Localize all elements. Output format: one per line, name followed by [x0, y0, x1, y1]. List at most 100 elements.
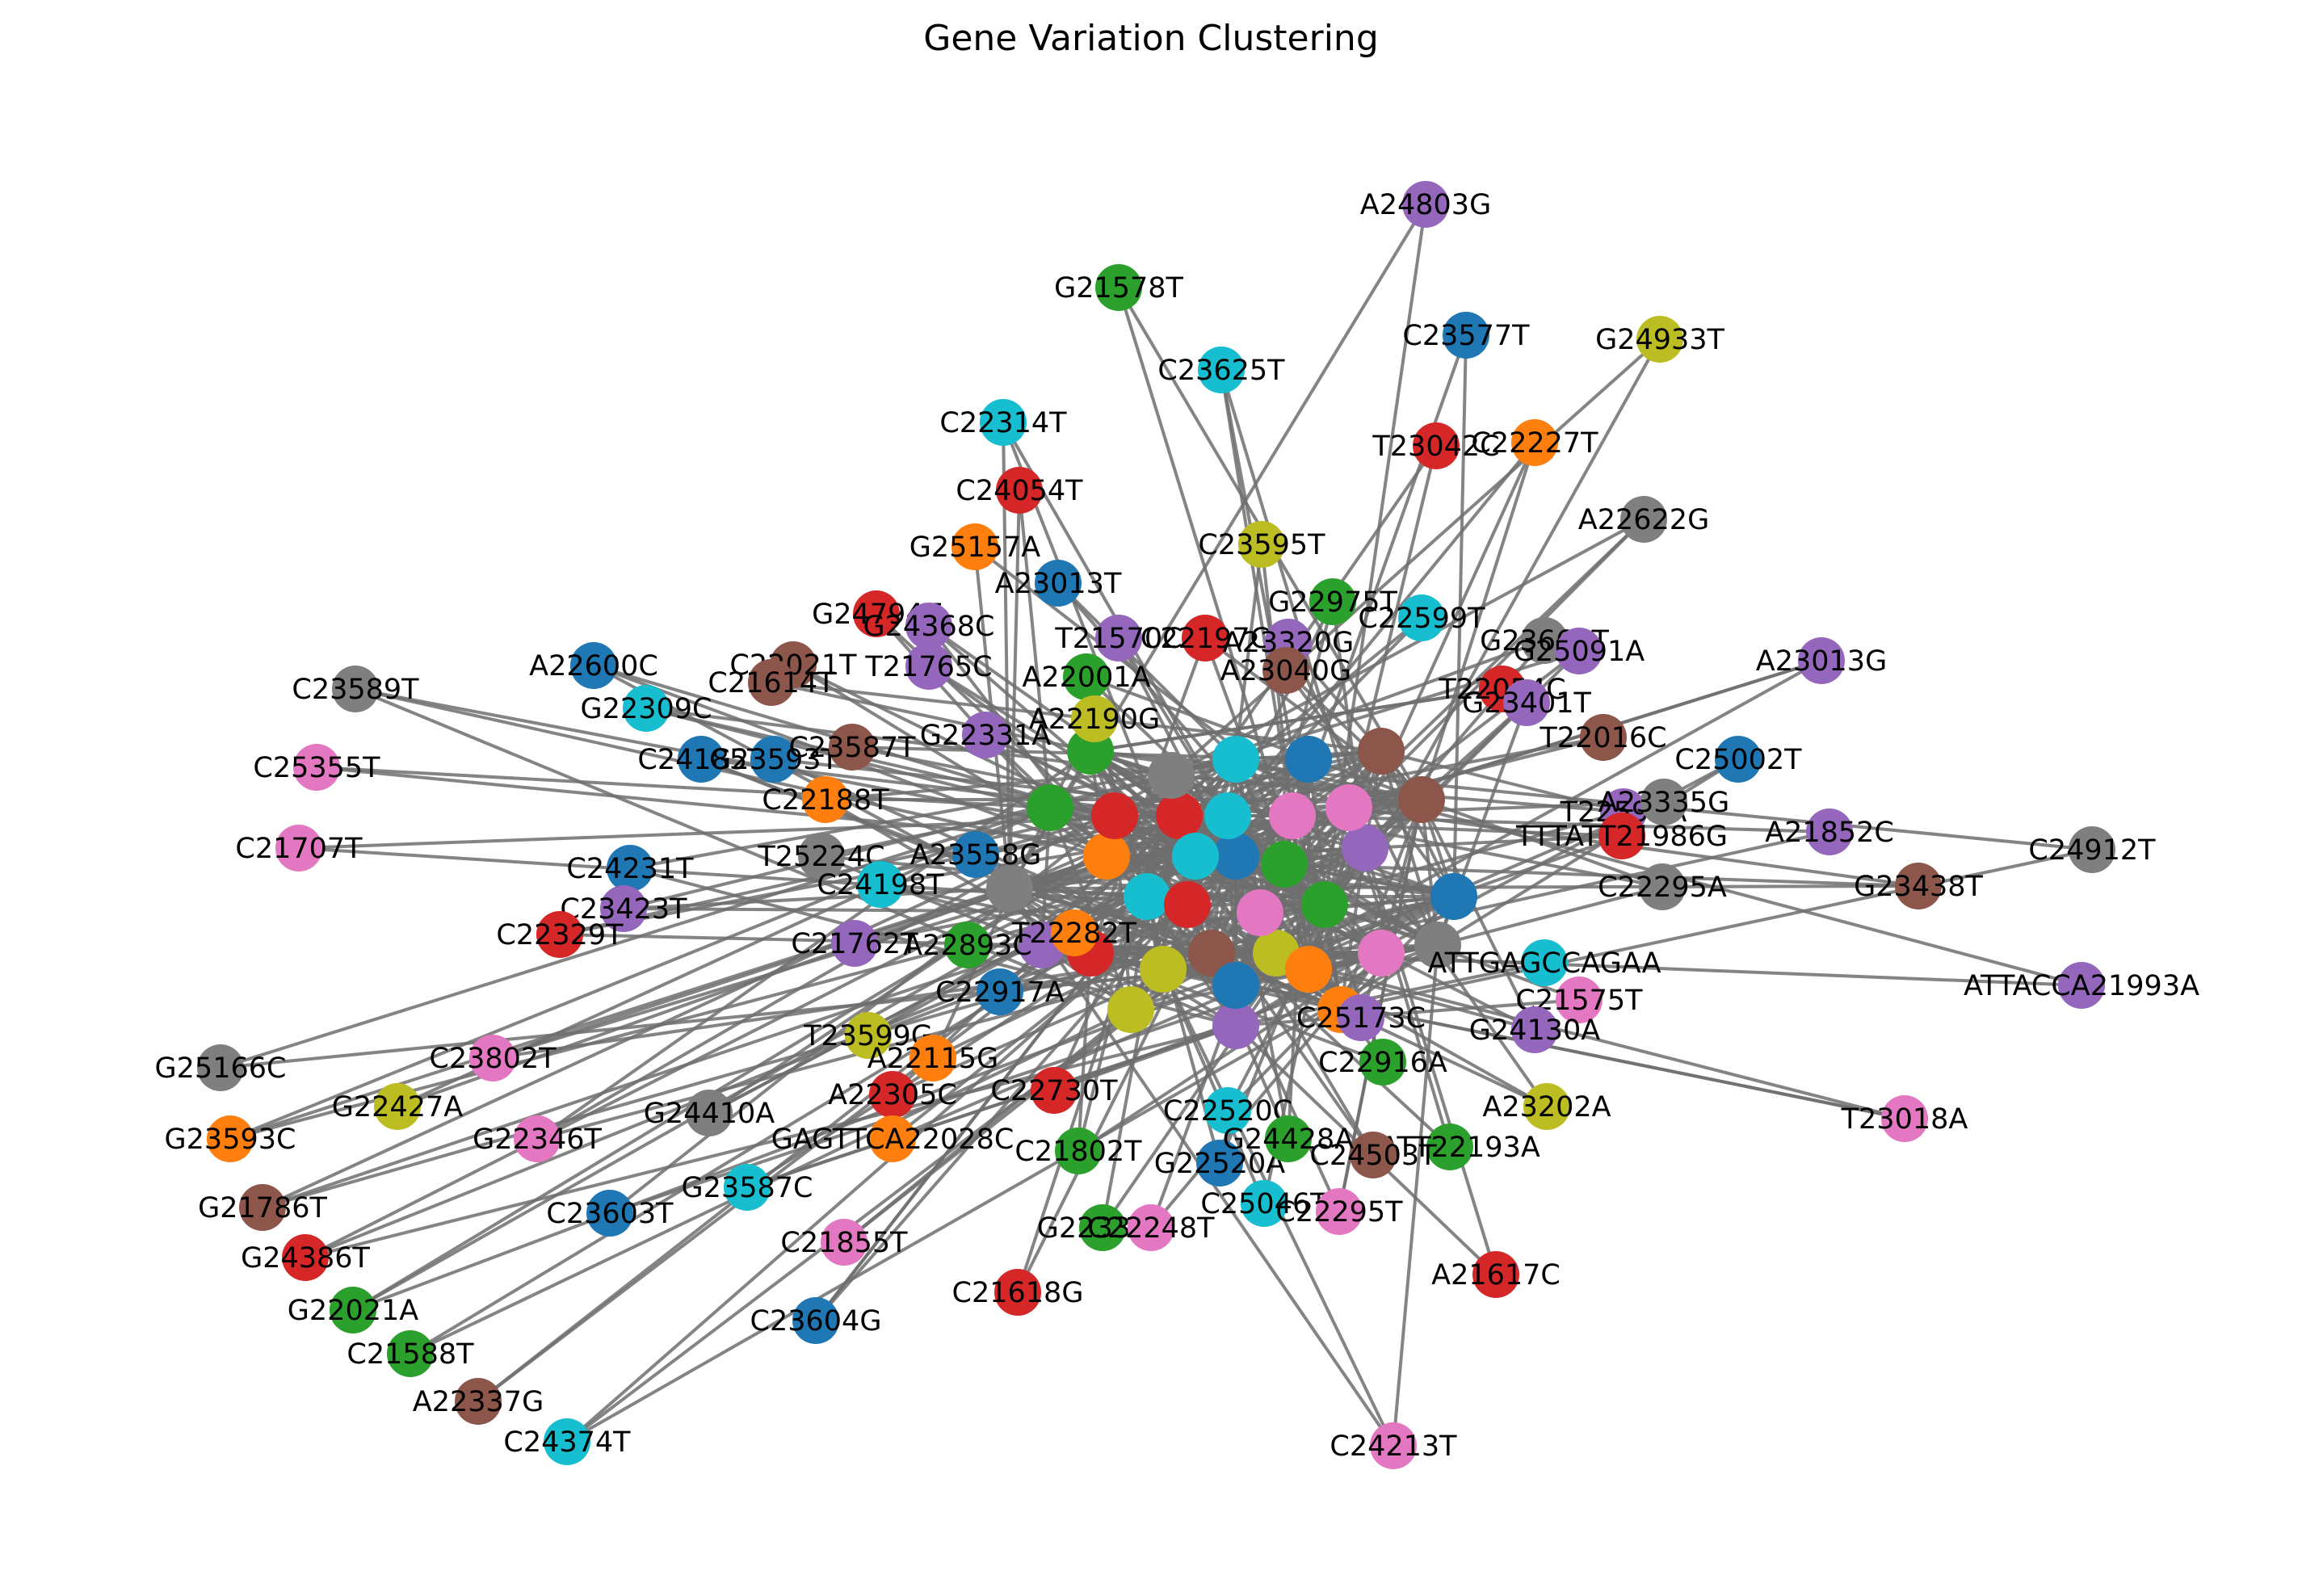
node-label: C22188T — [762, 784, 889, 817]
node-circle — [944, 922, 991, 968]
node-circle — [994, 1269, 1041, 1316]
graph-node: G24130A — [1469, 1006, 1600, 1053]
edge-74-2 — [229, 855, 1107, 1140]
edge-4-2 — [1220, 369, 1367, 849]
graph-node: C22329T — [496, 911, 624, 958]
node-circle — [1051, 909, 1098, 956]
core-edge-25-27 — [1307, 750, 1383, 970]
graph-node: C23802T — [429, 1035, 557, 1082]
node-label: A21617C — [1431, 1259, 1561, 1292]
node-label: A23013G — [1756, 645, 1887, 678]
edge-2-1 — [1452, 334, 1468, 897]
node-label: A23013T — [995, 568, 1122, 600]
node-circle — [1881, 1095, 1928, 1142]
edge-81-1 — [262, 758, 1237, 1209]
node-label: C24054T — [956, 475, 1083, 507]
node-label: C23603T — [546, 1198, 674, 1230]
graph-node: C25173C — [1296, 994, 1426, 1041]
node-label: C23802T — [429, 1043, 557, 1075]
node-circle — [853, 590, 900, 637]
graph-node: G24933T — [1595, 316, 1725, 363]
node-label: C21855T — [780, 1227, 908, 1259]
core-edge-18-19 — [1008, 887, 1237, 1027]
node-circle — [905, 603, 952, 649]
node-circle — [207, 1115, 254, 1162]
node-circle — [1620, 496, 1667, 543]
core-node — [1325, 784, 1372, 831]
node-label: A22622G — [1578, 504, 1709, 536]
node-circle — [514, 1115, 561, 1162]
node-circle — [1398, 594, 1445, 641]
graph-node: A23013G — [1756, 637, 1887, 684]
core-edge-13-15 — [1235, 758, 1422, 801]
core-edge-15-17 — [1339, 799, 1423, 1010]
node-circle — [1503, 679, 1550, 726]
graph-node: T22016C — [1539, 714, 1667, 761]
node-label: C22520C — [1163, 1095, 1292, 1128]
graph-node: C25002T — [1674, 736, 1802, 783]
core-edge-23-29 — [1226, 814, 1439, 947]
graph-node: A23202A — [1482, 1083, 1611, 1130]
node-circle — [1511, 1006, 1558, 1053]
core-node — [1358, 728, 1405, 775]
node-label: G24410A — [644, 1098, 775, 1130]
graph-node: C22295T — [1275, 1188, 1403, 1235]
node-label: C24231T — [566, 853, 694, 885]
edge-65-1 — [931, 807, 1052, 1059]
node-circle — [962, 712, 1009, 758]
node-circle — [905, 643, 952, 690]
node-label: A22115G — [867, 1043, 998, 1075]
edge-78-0 — [536, 750, 1092, 1140]
edge-97-0 — [565, 951, 1213, 1443]
node-circle — [1309, 578, 1356, 625]
node-circle — [1265, 1115, 1312, 1162]
graph-node: GAGTTCA22028C — [771, 1115, 1014, 1162]
node-circle — [1035, 560, 1082, 607]
node-label: T21765C — [864, 651, 992, 683]
graph-node: C21614T — [708, 659, 835, 706]
node-circle — [1079, 1204, 1126, 1251]
graph-node: G22427A — [332, 1083, 463, 1130]
edge-7-1 — [1420, 442, 1536, 800]
core-node — [1301, 881, 1348, 928]
node-circle — [678, 736, 725, 783]
edge-31-1 — [1090, 687, 1503, 753]
node-circle — [1182, 615, 1229, 662]
graph-node: C21855T — [780, 1219, 908, 1266]
node-circle — [600, 885, 647, 932]
node-label: C24213T — [1330, 1430, 1457, 1463]
graph-node: G22331A — [920, 712, 1051, 758]
graph-node: G23438T — [1854, 863, 1984, 909]
graph-node: C23587T — [788, 724, 916, 771]
core-node — [1342, 825, 1388, 872]
graph-node: C23577T — [1402, 312, 1530, 359]
node-circle — [952, 831, 999, 878]
node-label: C25046T — [1200, 1188, 1328, 1220]
graph-node: T21765C — [864, 643, 993, 690]
node-label: G24933T — [1595, 324, 1724, 356]
graph-node: G22346T — [473, 1115, 603, 1162]
node-label: C21762T — [791, 928, 918, 960]
node-circle — [724, 1164, 771, 1211]
node-circle — [2069, 826, 2115, 873]
graph-node: C23595T — [1198, 521, 1325, 568]
node-circle — [1316, 1188, 1363, 1235]
node-label: A22893C — [903, 930, 1032, 962]
node-circle — [798, 833, 845, 880]
core-edge-20-22 — [1259, 895, 1455, 914]
node-label: C24503T — [1309, 1140, 1437, 1172]
core-node — [1083, 833, 1130, 880]
node-label: TTTATT21986G — [1515, 821, 1728, 853]
core-node — [1172, 833, 1219, 880]
node-circle — [1443, 312, 1489, 359]
node-label: C23589T — [292, 674, 419, 706]
node-label: A22337G — [413, 1386, 544, 1418]
edge-42-0 — [1380, 750, 1624, 813]
node-circle — [869, 1115, 916, 1162]
node-circle — [275, 825, 322, 872]
graph-node: C22520C — [1163, 1087, 1292, 1134]
node-circle — [1580, 714, 1627, 761]
graph-node: G23401T — [1462, 679, 1592, 726]
node-circle — [951, 523, 998, 570]
